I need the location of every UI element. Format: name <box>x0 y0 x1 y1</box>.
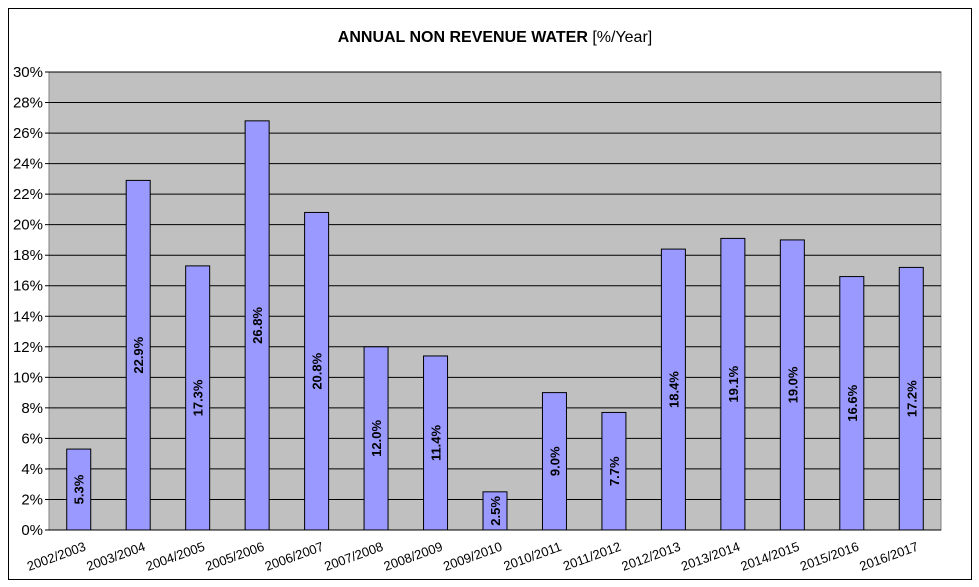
y-tick-label: 14% <box>13 308 43 325</box>
bar <box>185 265 211 531</box>
y-tick-label: 12% <box>13 339 43 356</box>
value-label: 18.4% <box>666 371 681 408</box>
value-label: 17.2% <box>904 380 919 417</box>
bar <box>482 491 508 531</box>
bar <box>779 239 805 531</box>
y-tick-label: 6% <box>21 430 43 447</box>
y-tick-label: 2% <box>21 491 43 508</box>
bar <box>601 411 627 531</box>
y-tick-label: 20% <box>13 217 43 234</box>
y-tick-label: 8% <box>21 400 43 417</box>
bar <box>244 120 270 531</box>
y-tick-label: 18% <box>13 247 43 264</box>
y-tick-label: 24% <box>13 156 43 173</box>
y-tick-label: 28% <box>13 95 43 112</box>
bar <box>125 179 151 531</box>
value-label: 19.0% <box>785 366 800 403</box>
value-label: 11.4% <box>429 424 444 461</box>
bar <box>66 448 92 531</box>
y-tick-label: 30% <box>13 64 43 81</box>
bar <box>423 355 449 531</box>
bar <box>541 392 567 531</box>
value-label: 2.5% <box>488 496 503 526</box>
y-tick-label: 4% <box>21 461 43 478</box>
title-main: ANNUAL NON REVENUE WATER <box>338 29 589 46</box>
value-label: 26.8% <box>250 307 265 344</box>
y-tick-label: 10% <box>13 369 43 386</box>
bar <box>839 276 865 531</box>
value-label: 20.8% <box>310 352 325 389</box>
value-label: 7.7% <box>607 456 622 486</box>
bar <box>363 346 389 531</box>
bar <box>720 237 746 531</box>
bar <box>304 211 330 531</box>
value-label: 9.0% <box>547 446 562 476</box>
bar <box>660 248 686 531</box>
value-label: 17.3% <box>191 379 206 416</box>
y-tick-label: 0% <box>21 522 43 539</box>
bar <box>898 266 924 531</box>
y-tick-label: 26% <box>13 125 43 142</box>
plot-area <box>48 71 942 531</box>
y-tick-label: 16% <box>13 278 43 295</box>
value-label: 16.6% <box>845 384 860 421</box>
value-label: 5.3% <box>72 474 87 504</box>
chart-title: ANNUAL NON REVENUE WATER [%/Year] <box>338 29 652 46</box>
y-tick-label: 22% <box>13 186 43 203</box>
title-unit: [%/Year] <box>592 29 652 46</box>
value-label: 12.0% <box>369 420 384 457</box>
value-label: 19.1% <box>726 365 741 402</box>
value-label: 22.9% <box>131 336 146 373</box>
